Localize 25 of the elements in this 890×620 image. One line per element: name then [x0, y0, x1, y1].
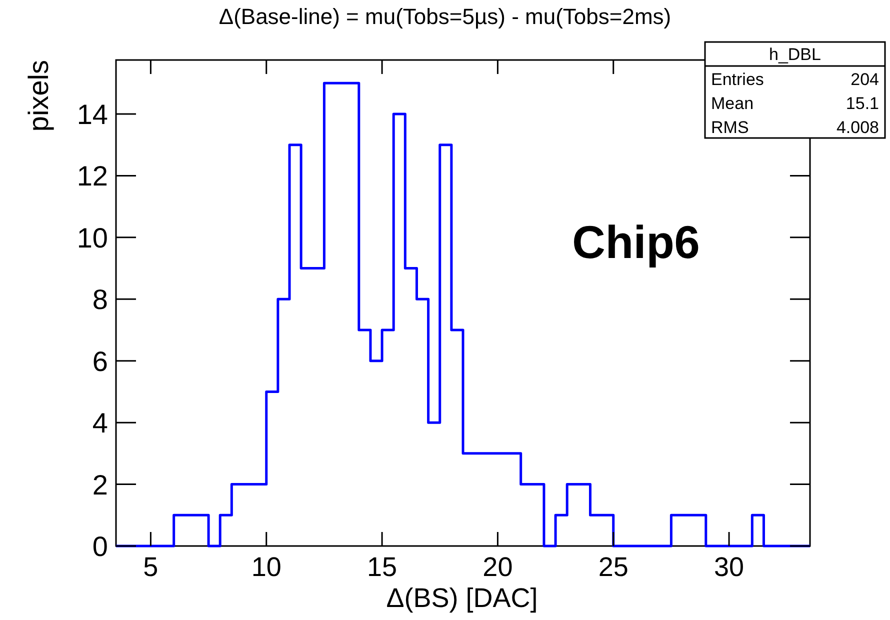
annotation: Chip6	[572, 216, 700, 268]
x-tick-label: 30	[714, 552, 744, 582]
x-axis-title: Δ(BS) [DAC]	[386, 583, 538, 613]
x-tick-label: 15	[367, 552, 398, 582]
y-axis-title: pixels	[23, 60, 54, 132]
annotation: Entries	[711, 70, 764, 89]
y-tick-label: 6	[92, 346, 108, 377]
y-tick-label: 0	[92, 531, 108, 562]
y-tick-label: 14	[76, 99, 108, 130]
x-tick-label: 25	[598, 552, 628, 582]
annotation: h_DBL	[769, 45, 821, 64]
text: 204	[850, 70, 879, 89]
y-tick-label: 12	[76, 160, 108, 192]
y-tick-label: 2	[92, 469, 108, 500]
chart-title: Δ(Base-line) = mu(Tobs=5µs) - mu(Tobs=2ms)	[218, 4, 672, 29]
y-tick-label: 8	[92, 284, 108, 316]
x-tick-label: 5	[143, 552, 158, 582]
annotation: Mean	[711, 94, 754, 113]
y-tick-label: 4	[92, 408, 108, 439]
text: 15.1	[846, 94, 879, 113]
x-tick-label: 20	[482, 552, 513, 582]
annotation: RMS	[711, 118, 749, 137]
x-tick-label: 10	[251, 552, 282, 582]
y-tick-label: 10	[76, 222, 108, 254]
text: 4.008	[836, 118, 879, 137]
